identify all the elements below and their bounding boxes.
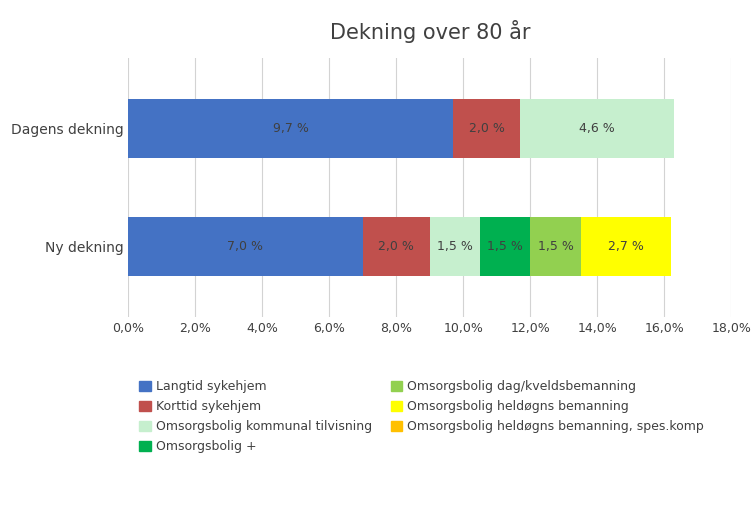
Text: 1,5 %: 1,5 % bbox=[487, 240, 523, 253]
Text: 7,0 %: 7,0 % bbox=[228, 240, 263, 253]
Bar bbox=[520, 99, 674, 158]
Text: 1,5 %: 1,5 % bbox=[538, 240, 573, 253]
Text: 2,7 %: 2,7 % bbox=[608, 240, 644, 253]
Bar bbox=[128, 217, 363, 276]
Text: 2,0 %: 2,0 % bbox=[379, 240, 414, 253]
Title: Dekning over 80 år: Dekning over 80 år bbox=[329, 20, 530, 43]
Text: 4,6 %: 4,6 % bbox=[580, 122, 615, 135]
Text: 9,7 %: 9,7 % bbox=[273, 122, 308, 135]
Bar bbox=[581, 217, 671, 276]
Text: 1,5 %: 1,5 % bbox=[437, 240, 473, 253]
Bar bbox=[480, 217, 530, 276]
Bar bbox=[530, 217, 581, 276]
Legend: Langtid sykehjem, Korttid sykehjem, Omsorgsbolig kommunal tilvisning, Omsorgsbol: Langtid sykehjem, Korttid sykehjem, Omso… bbox=[134, 376, 709, 458]
Text: 2,0 %: 2,0 % bbox=[469, 122, 504, 135]
Bar bbox=[453, 99, 520, 158]
Bar bbox=[363, 217, 430, 276]
Bar bbox=[430, 217, 480, 276]
Bar bbox=[128, 99, 453, 158]
